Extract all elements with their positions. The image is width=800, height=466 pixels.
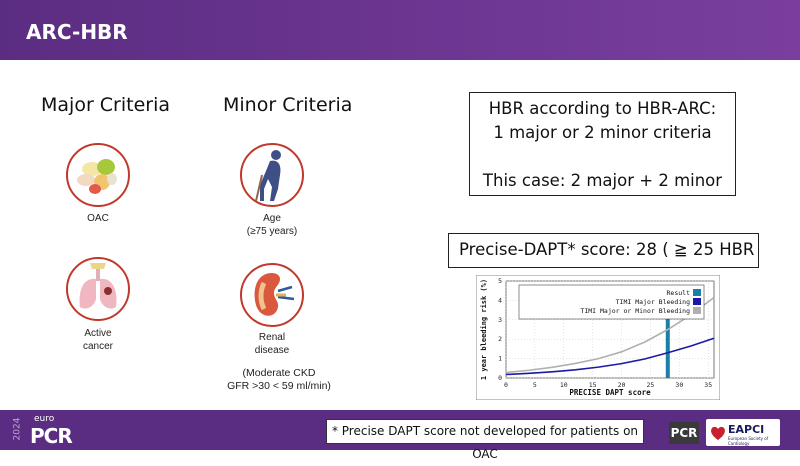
legend-swatch — [693, 289, 701, 296]
x-tick-label: 30 — [675, 381, 683, 389]
oac-label: OAC — [87, 213, 109, 224]
legend-label: Result — [667, 289, 691, 297]
y-tick-label: 1 — [498, 355, 502, 363]
hbr-criteria-box: HBR according to HBR-ARC: 1 major or 2 m… — [469, 92, 736, 196]
legend-box — [518, 284, 705, 320]
header-bar: ARC-HBR — [0, 0, 800, 60]
kidney-icon — [240, 263, 304, 327]
legend-swatch — [693, 298, 701, 305]
legend-label: TIMI Major Bleeding — [616, 298, 690, 306]
x-tick-label: 25 — [647, 381, 655, 389]
hbr-line-1: HBR according to HBR-ARC: — [488, 99, 717, 118]
elderly-person-icon — [240, 143, 304, 207]
europcr-logo: PCR — [30, 424, 73, 448]
y-axis-label: 1 year bleeding risk (%) — [480, 279, 488, 380]
footnote: * Precise DAPT score not developed for p… — [326, 419, 644, 461]
eapci-logo: EAPCI European Society of Cardiology — [706, 419, 780, 446]
pills-icon — [66, 143, 130, 207]
legend-swatch — [693, 307, 701, 314]
y-tick-label: 0 — [498, 374, 502, 382]
timi-major-line — [505, 337, 715, 376]
brand-year: 2024 — [12, 417, 23, 441]
y-tick-label: 5 — [498, 277, 502, 285]
pcr-logo: PCR — [669, 422, 699, 444]
renal-disease-label: Renal disease — [254, 332, 290, 356]
x-axis-label: PRECISE DAPT score — [569, 388, 651, 397]
y-tick-label: 4 — [498, 296, 502, 304]
x-tick-label: 10 — [560, 381, 568, 389]
y-tick-label: 3 — [498, 316, 502, 324]
page-title: ARC-HBR — [26, 20, 128, 44]
age-label: Age (≥75 years) — [246, 213, 298, 237]
lungs-icon — [66, 257, 130, 321]
x-tick-label: 35 — [704, 381, 712, 389]
x-tick-label: 15 — [589, 381, 597, 389]
bleeding-risk-chart: 0 5 10 15 20 25 30 35 0 1 2 3 4 5 PRECISE DAPT score 1 … — [476, 275, 720, 400]
y-tick-label: 2 — [498, 335, 502, 343]
major-criteria-title: Major Criteria — [41, 94, 171, 116]
timi-major-minor-line — [505, 296, 715, 374]
renal-disease-note: (Moderate CKD GFR >30 < 59 ml/min) — [227, 367, 331, 392]
x-tick-label: 0 — [504, 381, 508, 389]
minor-criteria-title: Minor Criteria — [223, 94, 353, 116]
heart-icon — [711, 426, 725, 440]
result-bar — [665, 311, 670, 378]
active-cancer-label: Active cancer — [82, 328, 113, 352]
x-tick-label: 20 — [618, 381, 626, 389]
legend-label: TIMI Major or Minor Bleeding — [580, 307, 690, 315]
x-tick-label: 5 — [533, 381, 537, 389]
hbr-line-3: This case: 2 major + 2 minor — [482, 171, 723, 190]
brand-prefix: euro — [34, 414, 55, 424]
hbr-line-2: 1 major or 2 minor criteria — [493, 123, 712, 142]
precise-dapt-score-box: Precise-DAPT* score: 28 ( ≧ 25 HBR — [448, 233, 759, 268]
